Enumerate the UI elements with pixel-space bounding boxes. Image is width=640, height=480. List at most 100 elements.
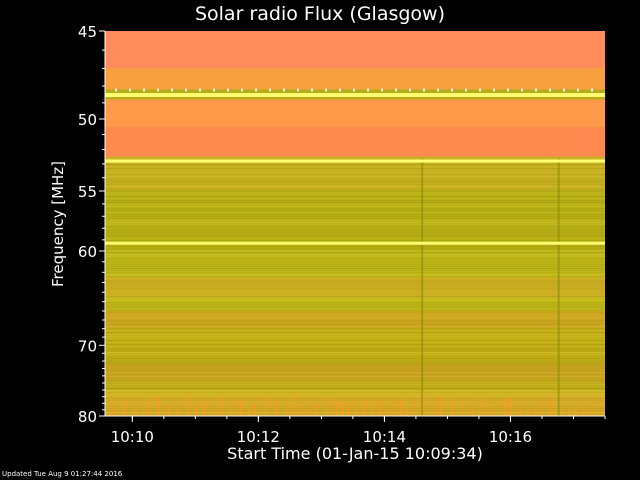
spike <box>364 399 366 416</box>
texture-line <box>105 352 605 354</box>
texture-line <box>105 318 605 320</box>
dash-mark <box>171 88 173 92</box>
texture-line <box>105 350 605 352</box>
texture-line <box>105 214 605 216</box>
spike <box>196 403 198 416</box>
spike <box>569 408 571 416</box>
texture-line <box>105 260 605 262</box>
texture-line <box>105 276 605 278</box>
texture-line <box>105 264 605 266</box>
texture-line <box>105 232 605 234</box>
dash-mark <box>339 88 341 92</box>
dash-mark <box>577 88 579 92</box>
spike <box>293 394 295 416</box>
texture-line <box>105 286 605 288</box>
texture-line <box>105 252 605 254</box>
texture-line <box>105 394 605 396</box>
texture-line <box>105 250 605 252</box>
spike <box>479 398 481 416</box>
spike <box>400 398 402 416</box>
texture-line <box>105 176 605 178</box>
dash-mark <box>297 88 299 92</box>
texture-line <box>105 370 605 372</box>
dash-mark <box>213 88 215 92</box>
spike <box>276 401 278 416</box>
texture-line <box>105 188 605 190</box>
texture-line <box>105 392 605 394</box>
texture-line <box>105 360 605 362</box>
spike <box>177 407 179 416</box>
texture-line <box>105 396 605 398</box>
texture-line <box>105 366 605 368</box>
texture-line <box>105 290 605 292</box>
y-tick-label: 60 <box>78 243 97 261</box>
spike <box>204 399 206 416</box>
texture-line <box>105 194 605 196</box>
texture-line <box>105 204 605 206</box>
dash-mark <box>437 88 439 92</box>
spike <box>124 399 126 416</box>
texture-line <box>105 222 605 224</box>
spike <box>213 407 215 416</box>
spike <box>423 392 425 416</box>
y-tick-label: 55 <box>78 183 97 201</box>
texture-line <box>105 358 605 360</box>
texture-line <box>105 164 605 166</box>
texture-line <box>105 354 605 356</box>
spike <box>254 403 256 416</box>
spike <box>440 394 442 416</box>
texture-line <box>105 312 605 314</box>
texture-line <box>105 374 605 376</box>
texture-line <box>105 200 605 202</box>
spike <box>107 408 109 416</box>
spike <box>510 397 512 416</box>
texture-line <box>105 278 605 280</box>
texture-line <box>105 210 605 212</box>
texture-line <box>105 266 605 268</box>
spike <box>451 394 453 416</box>
dash-mark <box>549 88 551 92</box>
texture-line <box>105 182 605 184</box>
spike <box>265 396 267 416</box>
texture-line <box>105 230 605 232</box>
dash-mark <box>423 88 425 92</box>
spike <box>143 404 145 416</box>
texture-line <box>105 174 605 176</box>
texture-line <box>105 288 605 290</box>
texture-line <box>105 192 605 194</box>
texture-line <box>105 186 605 188</box>
texture-line <box>105 240 605 242</box>
texture-line <box>105 256 605 258</box>
texture-line <box>105 402 605 404</box>
dash-mark <box>395 88 397 92</box>
texture-line <box>105 368 605 370</box>
dash-mark <box>521 88 523 92</box>
texture-line <box>105 344 605 346</box>
texture-line <box>105 302 605 304</box>
texture-line <box>105 364 605 366</box>
y-tick-label: 80 <box>78 408 97 426</box>
texture-line <box>105 234 605 236</box>
band-8 <box>105 361 605 390</box>
texture-line <box>105 258 605 260</box>
texture-line <box>105 314 605 316</box>
texture-line <box>105 380 605 382</box>
texture-line <box>105 238 605 240</box>
texture-line <box>105 300 605 302</box>
spike <box>550 400 552 416</box>
spike <box>327 395 329 416</box>
texture-line <box>105 218 605 220</box>
texture-line <box>105 316 605 318</box>
texture-line <box>105 172 605 174</box>
dash-mark <box>451 88 453 92</box>
dash-mark <box>115 88 117 92</box>
texture-line <box>105 340 605 342</box>
x-tick-label: 10:16 <box>489 428 532 446</box>
texture-line <box>105 206 605 208</box>
texture-line <box>105 308 605 310</box>
spike <box>316 403 318 416</box>
texture-line <box>105 372 605 374</box>
texture-line <box>105 270 605 272</box>
dash-mark <box>325 88 327 92</box>
texture-line <box>105 356 605 358</box>
